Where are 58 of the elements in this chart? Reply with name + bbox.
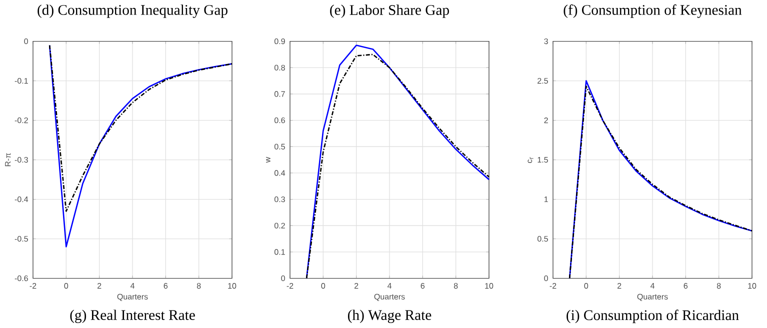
x-tick-label: 8	[716, 283, 721, 289]
text: (i) Consumption of Ricardian	[566, 310, 739, 324]
y-tick-label: -0.2	[14, 118, 28, 124]
y-tick-label: 2.5	[538, 78, 548, 84]
y-tick-label: 2	[544, 118, 548, 124]
x-tick-label: 0	[64, 283, 68, 289]
y-tick-label: 1	[544, 196, 548, 202]
y-axis-title: R-π	[5, 153, 11, 166]
x-tick-label: 8	[454, 283, 458, 289]
chart-title: (f) Consumption of Keynesian	[564, 4, 742, 18]
y-tick-label: -0.5	[14, 236, 28, 242]
y-tick-label: 3	[544, 38, 548, 44]
y-tick-label: 0.5	[274, 144, 285, 150]
y-tick-label: 0.5	[537, 236, 548, 242]
y-tick-label: 0.4	[274, 170, 286, 176]
x-tick-label: 2	[354, 283, 358, 289]
x-tick-label: 6	[164, 283, 168, 289]
y-tick-label: 0.3	[274, 196, 285, 202]
x-axis-title: Quarters	[117, 294, 148, 302]
y-tick-label: -0.6	[14, 276, 28, 282]
y-tick-label: -0.4	[14, 196, 28, 202]
y-axis-title: w	[266, 157, 270, 163]
x-tick-label: 6	[684, 283, 688, 289]
x-axis-title: Quarters	[374, 294, 405, 302]
y-tick-label: 0.8	[274, 65, 285, 71]
x-tick-label: 6	[420, 283, 425, 289]
x-tick-label: 0	[321, 283, 326, 289]
chart-title: (d) Consumption Inequality Gap	[38, 4, 228, 18]
x-axis-title: Quarters	[637, 294, 668, 302]
y-axis-title: c$_{r}$	[528, 157, 534, 164]
y-tick-label: 0.7	[274, 91, 285, 98]
x-tick-label: -2	[286, 283, 294, 289]
y-tick-label: 0	[24, 38, 28, 44]
x-tick-label: -2	[550, 283, 556, 289]
y-tick-label: 1.5	[538, 157, 548, 163]
x-tick-label: 2	[98, 283, 102, 289]
text: (h) Wage Rate	[348, 310, 432, 324]
x-tick-label: 4	[387, 283, 392, 289]
x-tick-label: -2	[30, 283, 36, 289]
x-tick-label: 4	[130, 283, 135, 289]
y-tick-label: 0	[281, 276, 285, 282]
x-tick-label: 2	[618, 283, 622, 289]
x-tick-label: 10	[228, 283, 236, 289]
x-tick-label: 4	[650, 283, 655, 289]
text: (g) Real Interest Rate	[70, 310, 195, 324]
x-tick-label: 10	[748, 283, 756, 289]
x-tick-label: 8	[196, 283, 201, 289]
y-tick-label: -0.1	[14, 78, 28, 84]
line-series	[48, 44, 233, 212]
y-tick-label: 0.2	[274, 223, 285, 229]
y-tick-label: 0	[544, 276, 548, 282]
y-tick-label: 0.9	[274, 38, 285, 44]
y-tick-label: -0.3	[14, 157, 28, 163]
y-tick-label: 0.1	[274, 249, 285, 256]
y-tick-label: 0.6	[274, 118, 285, 124]
x-tick-label: 10	[485, 283, 494, 289]
x-tick-label: 0	[584, 283, 588, 289]
chart-title: (e) Labor Share Gap	[330, 4, 449, 18]
